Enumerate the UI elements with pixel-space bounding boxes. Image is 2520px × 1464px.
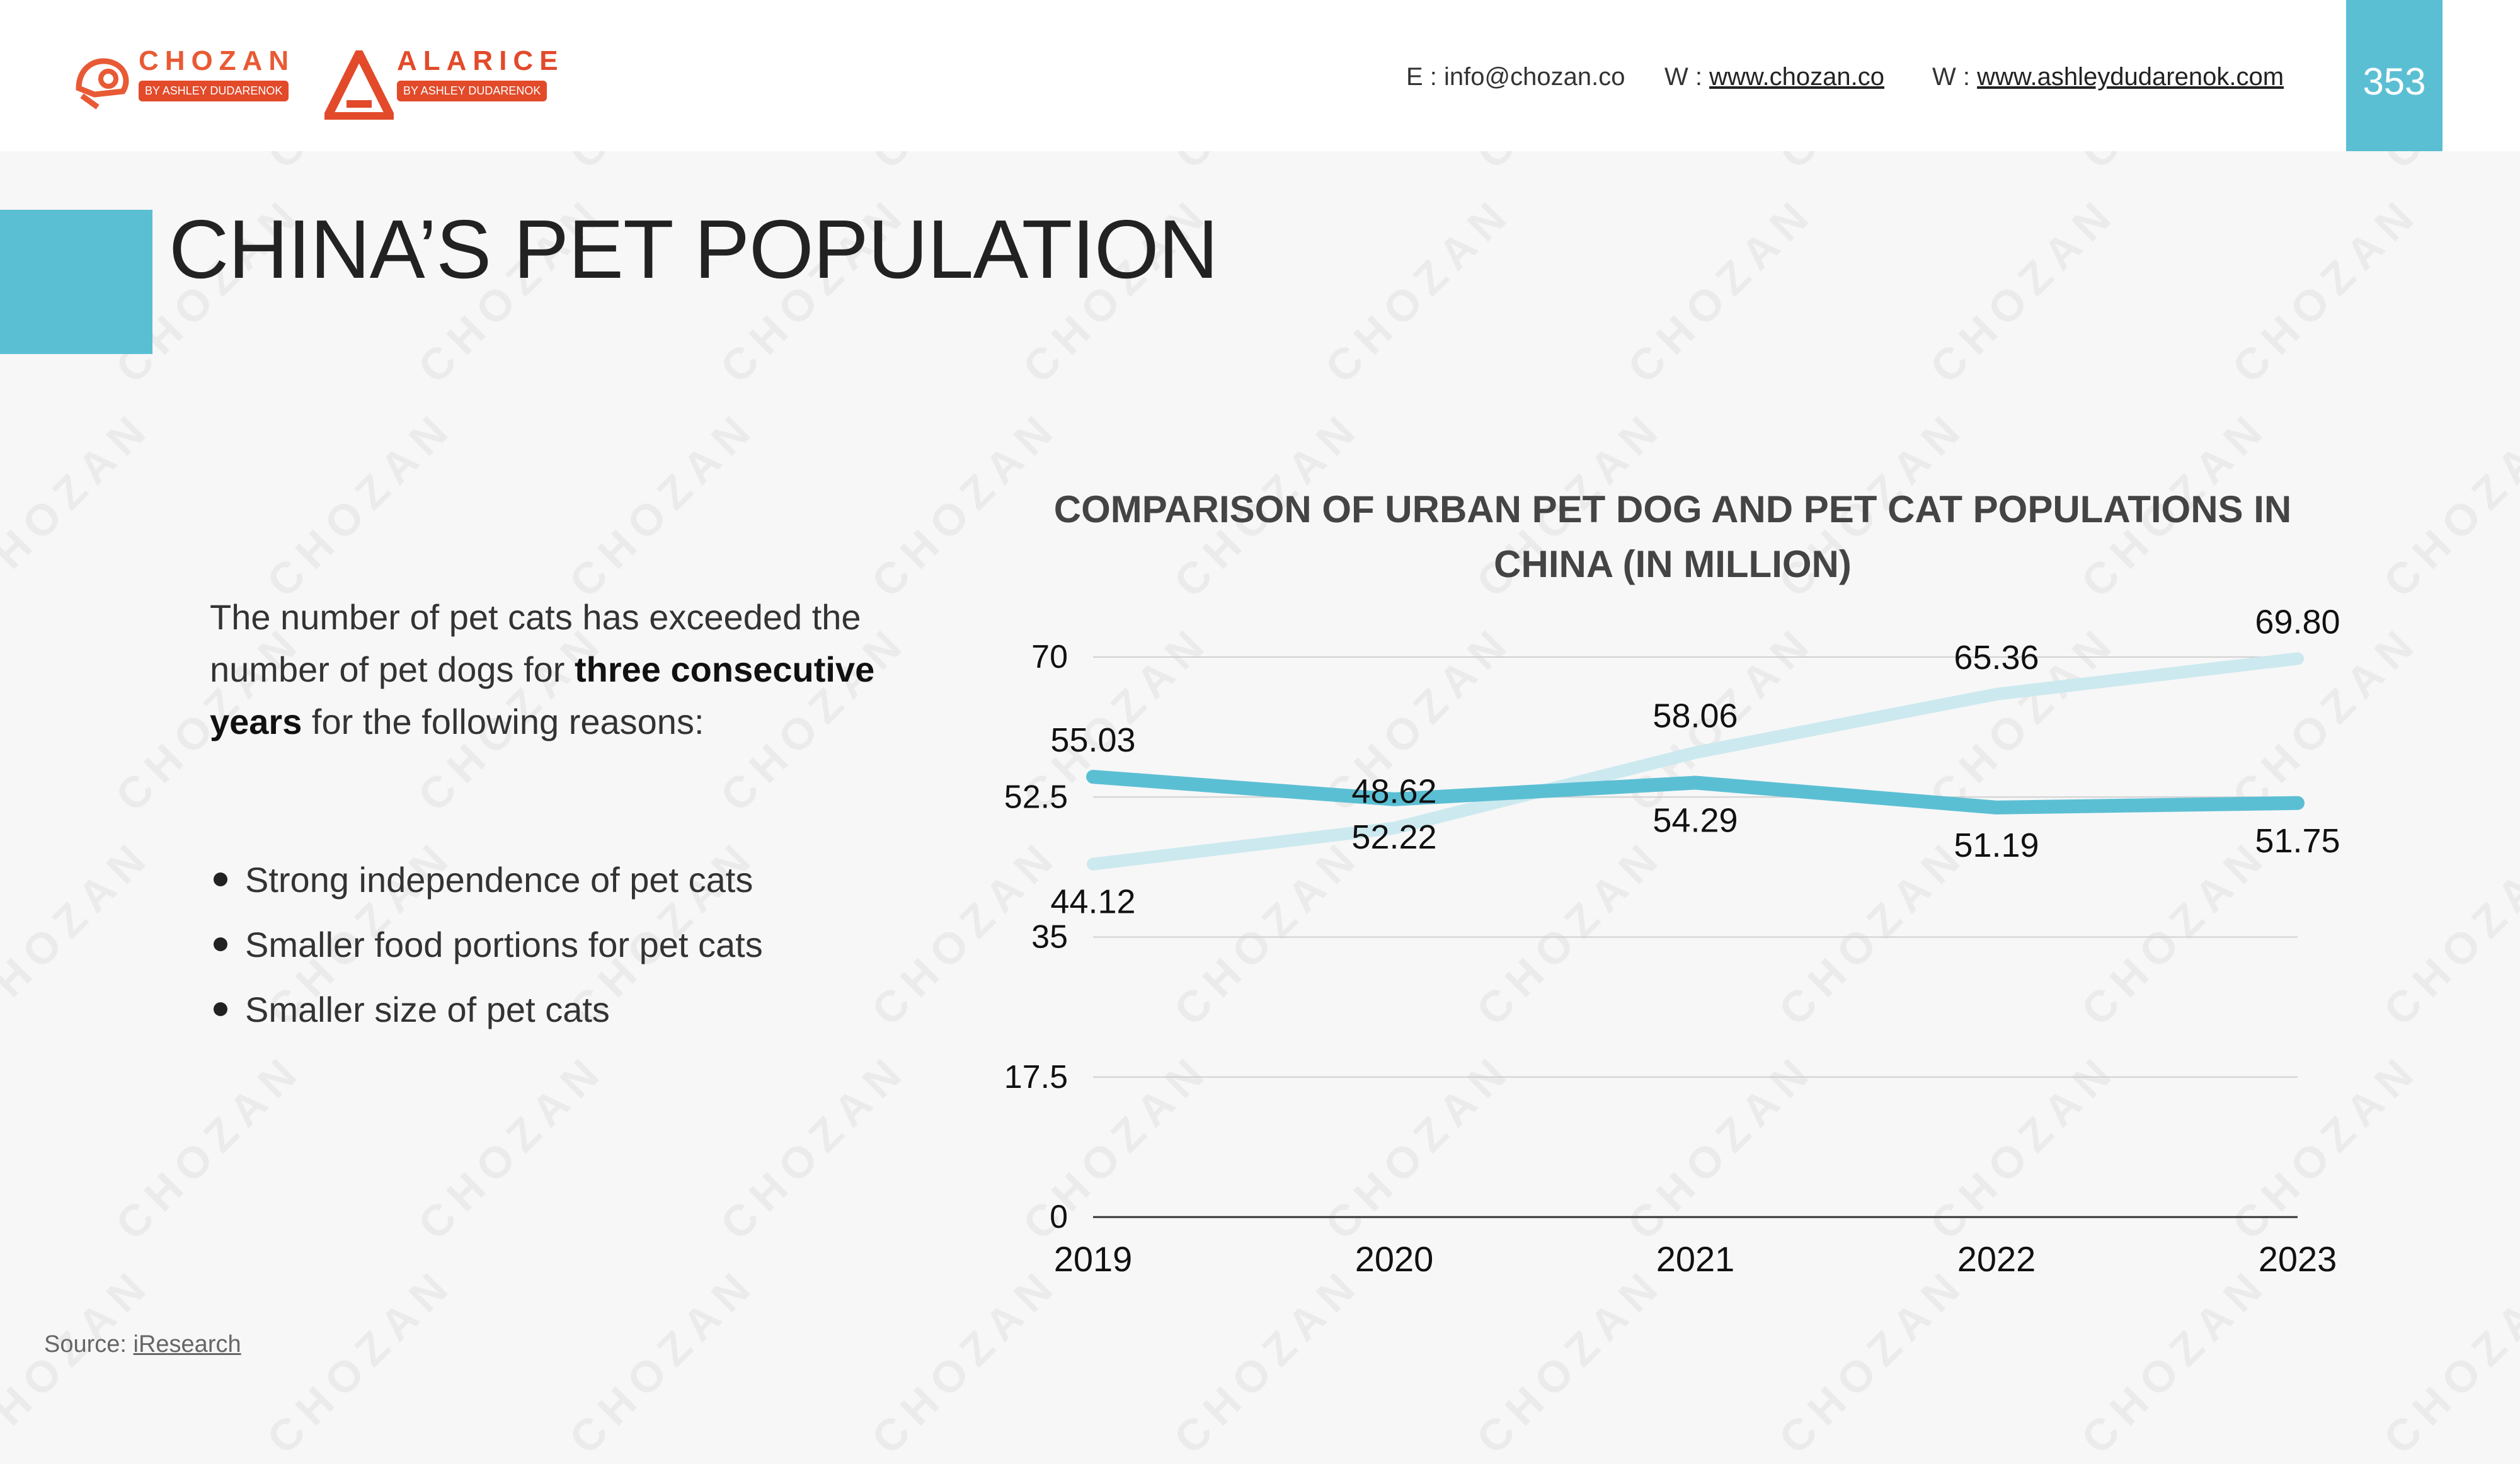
x-tick-label: 2020: [1355, 1239, 1434, 1279]
chozan-logo-name: CHOZAN: [139, 45, 295, 76]
intro-text-bold: three consecutive years: [210, 649, 875, 741]
y-tick-label: 35: [1031, 919, 1068, 956]
intro-paragraph: The number of pet cats has exceeded the …: [210, 591, 890, 748]
source-link[interactable]: iResearch: [133, 1331, 241, 1358]
intro-text-1: The number of pet cats has exceeded the …: [210, 597, 861, 689]
dogs-data-label: 55.03: [1050, 721, 1135, 759]
line-chart: 0 17.5 35 52.5 70 2019 2020 2021 2022 2023 44.12 48…: [1004, 603, 2340, 1279]
page-number: 353: [2362, 60, 2426, 103]
ashley-website-link[interactable]: www.ashleydudarenok.com: [1977, 63, 2284, 91]
cats-series-line: [1087, 652, 2304, 871]
dogs-data-label: 51.75: [2255, 822, 2340, 860]
chozan-logo[interactable]: CHOZAN BY ASHLEY DUDARENOK: [69, 44, 302, 120]
dogs-data-label: 52.22: [1351, 818, 1436, 856]
email-label: E :: [1406, 63, 1445, 91]
y-tick-label: 0: [1050, 1199, 1068, 1235]
page-number-box: 353: [2346, 0, 2443, 151]
x-tick-label: 2019: [1054, 1239, 1133, 1279]
list-item: Strong independence of pet cats: [210, 847, 763, 912]
web-label: W :: [1664, 63, 1710, 91]
dogs-data-label: 51.19: [1954, 826, 2039, 864]
cats-data-label: 65.36: [1954, 639, 2039, 677]
dogs-series-line: [1086, 770, 2305, 815]
y-tick-label: 17.5: [1004, 1059, 1068, 1095]
alarice-logo[interactable]: ALARICE BY ASHLEY DUDARENOK: [324, 44, 564, 120]
chozan-website-link[interactable]: www.chozan.co: [1709, 63, 1885, 91]
x-tick-label: 2022: [1957, 1239, 2036, 1279]
list-item: Smaller size of pet cats: [210, 977, 763, 1042]
alarice-logo-tag: BY ASHLEY DUDARENOK: [397, 81, 547, 101]
source-note: Source: iResearch: [44, 1331, 241, 1358]
page-title: CHINA’S PET POPULATION: [169, 203, 1218, 295]
cats-data-label: 69.80: [2255, 603, 2340, 641]
x-tick-label: 2021: [1656, 1239, 1735, 1279]
alarice-logo-name: ALARICE: [397, 45, 564, 76]
email-text: info@chozan.co: [1444, 63, 1625, 91]
chozan-logo-tag: BY ASHLEY DUDARENOK: [139, 81, 289, 101]
chart-title: COMPARISON OF URBAN PET DOG AND PET CAT …: [1053, 488, 2292, 585]
list-item: Smaller food portions for pet cats: [210, 912, 763, 977]
contact-web-chozan: W : www.chozan.co: [1664, 63, 1884, 91]
alarice-a-icon: [324, 50, 394, 120]
reason-list: Strong independence of pet cats Smaller …: [210, 847, 763, 1042]
dogs-data-label: 54.29: [1652, 802, 1738, 840]
header-bar: CHOZAN BY ASHLEY DUDARENOK ALARICE BY AS…: [0, 0, 2520, 151]
web-label: W :: [1932, 63, 1978, 91]
intro-text-2: for the following reasons:: [302, 702, 704, 741]
source-label: Source:: [44, 1331, 134, 1358]
y-tick-label: 52.5: [1004, 779, 1068, 815]
title-accent-block: [0, 210, 152, 354]
contact-web-ashley: W : www.ashleydudarenok.com: [1932, 63, 2284, 91]
contact-email: E : info@chozan.co: [1406, 63, 1625, 91]
chozan-helmet-icon: [76, 58, 129, 110]
cats-data-label: 44.12: [1050, 883, 1135, 921]
x-tick-label: 2023: [2259, 1239, 2337, 1279]
y-tick-label: 70: [1031, 639, 1068, 675]
cats-data-label: 48.62: [1351, 773, 1436, 811]
cats-data-label: 58.06: [1652, 697, 1738, 735]
